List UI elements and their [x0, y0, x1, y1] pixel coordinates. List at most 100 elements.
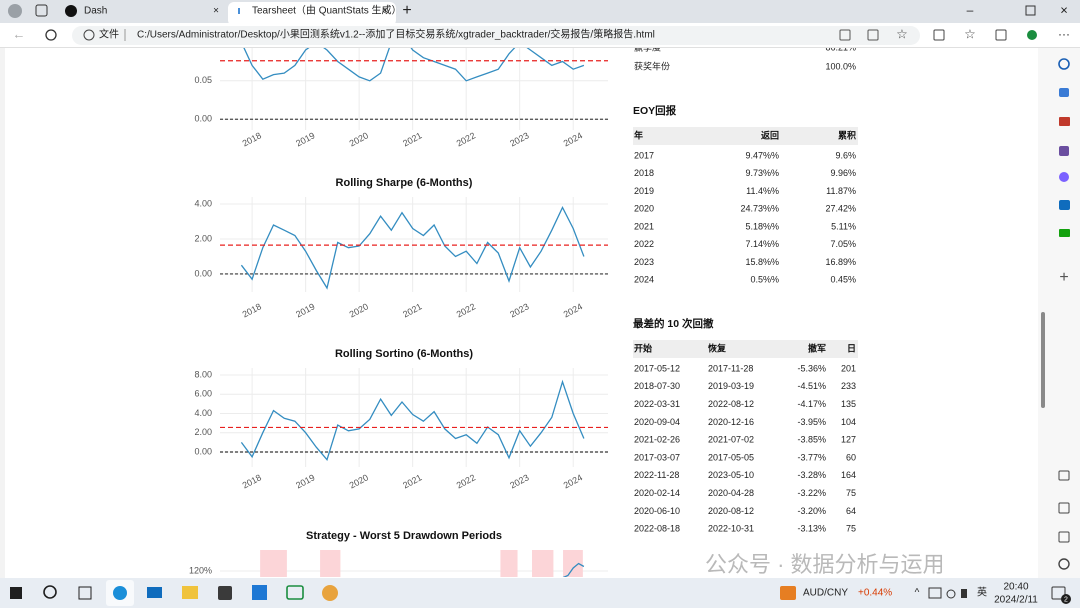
page-margin: [0, 48, 5, 578]
tools-icon[interactable]: [1059, 117, 1070, 126]
split-icon[interactable]: [933, 29, 945, 41]
tab-title[interactable]: Tearsheet（由 QuantStats 生成）: [252, 4, 402, 17]
add-icon[interactable]: +: [1059, 269, 1068, 286]
other-app[interactable]: [322, 585, 338, 601]
shopping-icon[interactable]: [1059, 88, 1069, 97]
settings-icon[interactable]: [1058, 558, 1070, 570]
minimize[interactable]: –: [967, 3, 974, 17]
read-aloud-icon[interactable]: [867, 29, 879, 41]
stock-icon: [780, 586, 796, 600]
table-cell: 2022-03-31: [634, 399, 680, 409]
clock-date[interactable]: 2024/2/11: [994, 595, 1038, 606]
metric-value: 100.0%: [825, 61, 856, 71]
games-icon[interactable]: [1059, 146, 1069, 156]
table-cell: 9.73%%: [745, 168, 779, 178]
terminal-app[interactable]: [286, 585, 304, 600]
table-cell: -3.20%: [797, 506, 826, 516]
drop-icon[interactable]: [1059, 229, 1070, 237]
table-cell: 2020-09-04: [634, 417, 680, 427]
translate-icon[interactable]: [839, 29, 851, 41]
search-icon[interactable]: [1058, 58, 1070, 70]
table-cell: 0.45%: [830, 275, 856, 285]
table-cell: 75: [846, 524, 856, 534]
start-button[interactable]: [10, 587, 22, 599]
task-view[interactable]: [78, 586, 92, 600]
table-cell: 7.14%%: [745, 239, 779, 249]
series-line: [240, 206, 585, 290]
table-cell: 60: [846, 452, 856, 462]
tab-title[interactable]: Dash: [84, 6, 107, 17]
edge-app[interactable]: [113, 586, 127, 600]
table-cell: -4.51%: [797, 381, 826, 391]
stock-ticker[interactable]: AUD/CNY: [803, 588, 848, 599]
table-cell: 64: [846, 506, 856, 516]
favorites-icon[interactable]: ☆: [964, 26, 976, 41]
table-cell: 16.89%: [825, 257, 856, 267]
table-cell: 2019: [634, 186, 654, 196]
profile-icon[interactable]: [8, 4, 22, 18]
screenshot-icon[interactable]: [1058, 470, 1070, 481]
copilot-icon[interactable]: [1059, 172, 1069, 182]
new-tab[interactable]: +: [402, 2, 411, 19]
tab[interactable]: [58, 2, 226, 23]
table-cell: 2022-11-28: [634, 470, 679, 480]
table-cell: 135: [841, 399, 856, 409]
network-icon[interactable]: [946, 589, 956, 599]
table-header: 日: [847, 343, 856, 353]
search-button[interactable]: [43, 585, 57, 599]
scroll-thumb[interactable]: [1041, 312, 1045, 408]
sidebar-toggle[interactable]: [1058, 502, 1070, 514]
table-header-bg: [633, 340, 858, 358]
y-tick-label: 120%: [189, 565, 212, 575]
back-button[interactable]: ←: [13, 26, 26, 41]
drawdown-span: [260, 550, 287, 577]
notification-icon[interactable]: [1051, 586, 1066, 600]
table-cell: 2017-05-12: [634, 363, 680, 373]
table-cell: 2021: [634, 221, 654, 231]
taskbar: [0, 578, 1080, 608]
outlook-icon[interactable]: [1059, 200, 1070, 210]
maximize[interactable]: [1025, 5, 1036, 16]
collections-icon[interactable]: [995, 29, 1007, 41]
close-window[interactable]: ×: [1060, 2, 1068, 17]
vscode-app[interactable]: [252, 585, 267, 600]
stock-change[interactable]: +0.44%: [858, 588, 892, 599]
tab-actions[interactable]: [35, 4, 48, 17]
table-cell: -3.95%: [797, 417, 826, 427]
watermark: 公众号 · 数据分析与运用: [705, 552, 945, 577]
table-cell: 2020-08-12: [708, 506, 754, 516]
store-app[interactable]: [218, 586, 232, 600]
tray-expand[interactable]: ^: [915, 588, 920, 599]
table-cell: 2020-06-10: [634, 506, 680, 516]
clock-time[interactable]: 20:40: [1003, 582, 1028, 593]
table-cell: 7.05%: [830, 239, 856, 249]
tab-active[interactable]: [228, 2, 396, 26]
table-cell: 9.47%%: [745, 150, 779, 160]
table-cell: 2018: [634, 168, 654, 178]
table-cell: 164: [841, 470, 856, 480]
ime-indicator[interactable]: 英: [977, 586, 987, 599]
y-tick-label: 8.00: [194, 369, 212, 379]
info-icon[interactable]: [83, 29, 95, 41]
tab-favicon: [238, 8, 240, 14]
url[interactable]: C:/Users/Administrator/Desktop/小果回测系统v1.…: [137, 28, 655, 41]
tab-close[interactable]: ×: [382, 6, 388, 17]
report: 20182019202020212022202320240.000.050.10…: [189, 37, 858, 577]
explorer-app[interactable]: [182, 586, 198, 599]
reload-button[interactable]: [45, 29, 57, 41]
drawdown-span: [563, 550, 583, 577]
menu-button[interactable]: ···: [1058, 27, 1070, 41]
table-cell: 0.5%%: [750, 275, 779, 285]
y-tick-label: 2.00: [194, 427, 212, 437]
address-bar[interactable]: [72, 26, 920, 45]
favorite-icon[interactable]: ☆: [896, 26, 908, 41]
open-icon[interactable]: [1058, 531, 1070, 543]
extension-icon[interactable]: [1027, 30, 1037, 40]
tab-close[interactable]: ×: [213, 6, 219, 17]
table-cell: 127: [841, 435, 856, 445]
volume-icon[interactable]: [961, 589, 967, 598]
battery-icon[interactable]: [928, 587, 942, 599]
mail-app[interactable]: [147, 587, 162, 598]
table-cell: 9.96%: [830, 168, 856, 178]
